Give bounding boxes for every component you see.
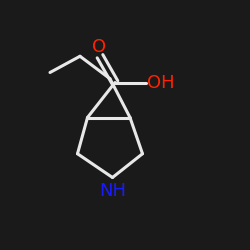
Text: OH: OH — [148, 74, 175, 92]
Text: O: O — [92, 38, 106, 56]
Text: NH: NH — [99, 182, 126, 200]
